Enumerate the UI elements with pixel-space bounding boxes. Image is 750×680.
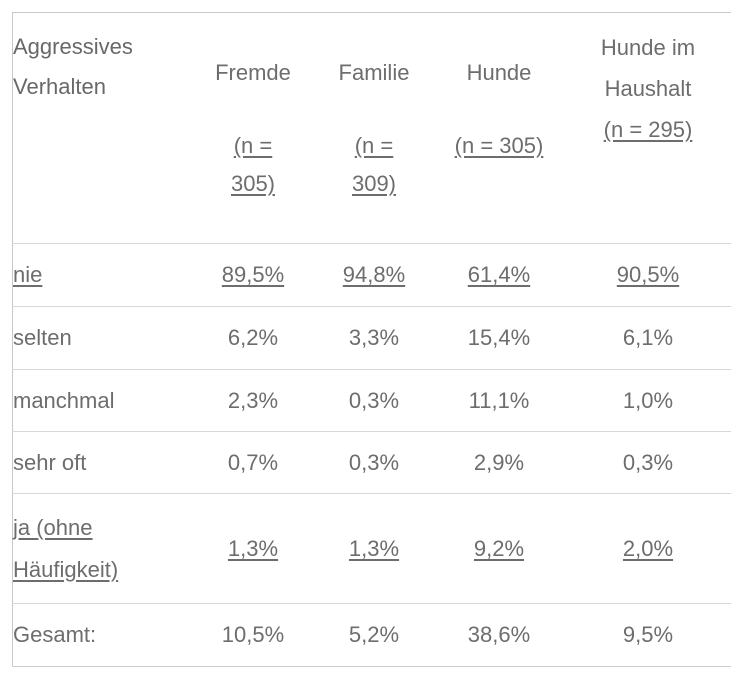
value-cell: 94,8% — [342, 262, 406, 287]
value-cell: 1,3% — [227, 535, 279, 561]
table-row: manchmal 2,3% 0,3% 11,1% 1,0% — [12, 369, 731, 432]
value-cell: 38,6% — [467, 622, 531, 647]
value-cell: 61,4% — [467, 262, 531, 287]
value-cell: 1,3% — [348, 535, 400, 561]
value-cell: 0,7% — [227, 449, 279, 475]
value-cell: 11,1% — [468, 387, 530, 413]
value-cell: 5,2% — [348, 622, 400, 647]
column-header-fremde: Fremde (n = 305) — [191, 13, 316, 244]
row-label: ja (ohne Häufigkeit) — [13, 494, 191, 604]
column-n-label: (n = 295) — [603, 117, 693, 142]
value-cell: 3,3% — [348, 325, 400, 350]
column-title: Familie — [338, 60, 410, 85]
corner-header-text: Aggressives Verhalten — [13, 34, 133, 99]
column-n-label: (n = 305) — [454, 133, 544, 158]
corner-header: Aggressives Verhalten — [13, 13, 191, 244]
column-header-familie: Familie (n = 309) — [316, 13, 433, 244]
column-n-label: (n = 305) — [230, 133, 276, 196]
row-label-text: Gesamt: — [13, 622, 97, 647]
column-title: Hunde im Haushalt — [600, 35, 696, 101]
row-label-text: selten — [13, 325, 72, 350]
value-cell: 2,3% — [227, 387, 279, 413]
table-row: nie 89,5% 94,8% 61,4% 90,5% — [12, 243, 731, 307]
column-header-hunde-im-haushalt: Hunde im Haushalt (n = 295) — [566, 13, 731, 244]
value-cell: 0,3% — [348, 387, 400, 413]
row-label-text: manchmal — [13, 387, 115, 413]
value-cell: 6,2% — [227, 325, 279, 350]
row-label: nie — [13, 244, 191, 307]
value-cell: 9,5% — [622, 622, 674, 647]
aggression-table: Aggressives Verhalten Fremde (n = 305) F… — [12, 12, 731, 667]
value-cell: 10,5% — [221, 622, 285, 647]
row-label-text: ja (ohne Häufigkeit) — [13, 514, 119, 582]
row-label: selten — [13, 307, 191, 370]
column-n-label: (n = 309) — [351, 133, 397, 196]
value-cell: 15,4% — [467, 325, 531, 350]
value-cell: 6,1% — [622, 325, 674, 350]
value-cell: 1,0% — [622, 387, 674, 413]
column-title: Fremde — [215, 60, 291, 85]
value-cell: 90,5% — [616, 262, 680, 287]
row-label: manchmal — [13, 370, 191, 432]
table-row: selten 6,2% 3,3% 15,4% 6,1% — [12, 306, 731, 370]
value-cell: 0,3% — [622, 449, 674, 475]
value-cell: 9,2% — [473, 535, 525, 561]
table-row: ja (ohne Häufigkeit) 1,3% 1,3% 9,2% 2,0% — [12, 493, 731, 604]
value-cell: 2,0% — [622, 535, 674, 561]
table-row: sehr oft 0,7% 0,3% 2,9% 0,3% — [12, 431, 731, 494]
table-row: Gesamt: 10,5% 5,2% 38,6% 9,5% — [12, 603, 731, 667]
row-label: Gesamt: — [13, 604, 191, 667]
row-label-text: nie — [13, 262, 43, 287]
column-header-hunde: Hunde (n = 305) — [433, 13, 566, 244]
row-label-text: sehr oft — [13, 449, 87, 475]
value-cell: 2,9% — [473, 449, 525, 475]
column-title: Hunde — [466, 60, 532, 85]
table-body: nie 89,5% 94,8% 61,4% 90,5% selten 6,2% … — [12, 243, 731, 667]
header-row: Aggressives Verhalten Fremde (n = 305) F… — [13, 13, 731, 244]
row-label: sehr oft — [13, 432, 191, 494]
value-cell: 0,3% — [348, 449, 400, 475]
value-cell: 89,5% — [221, 262, 285, 287]
